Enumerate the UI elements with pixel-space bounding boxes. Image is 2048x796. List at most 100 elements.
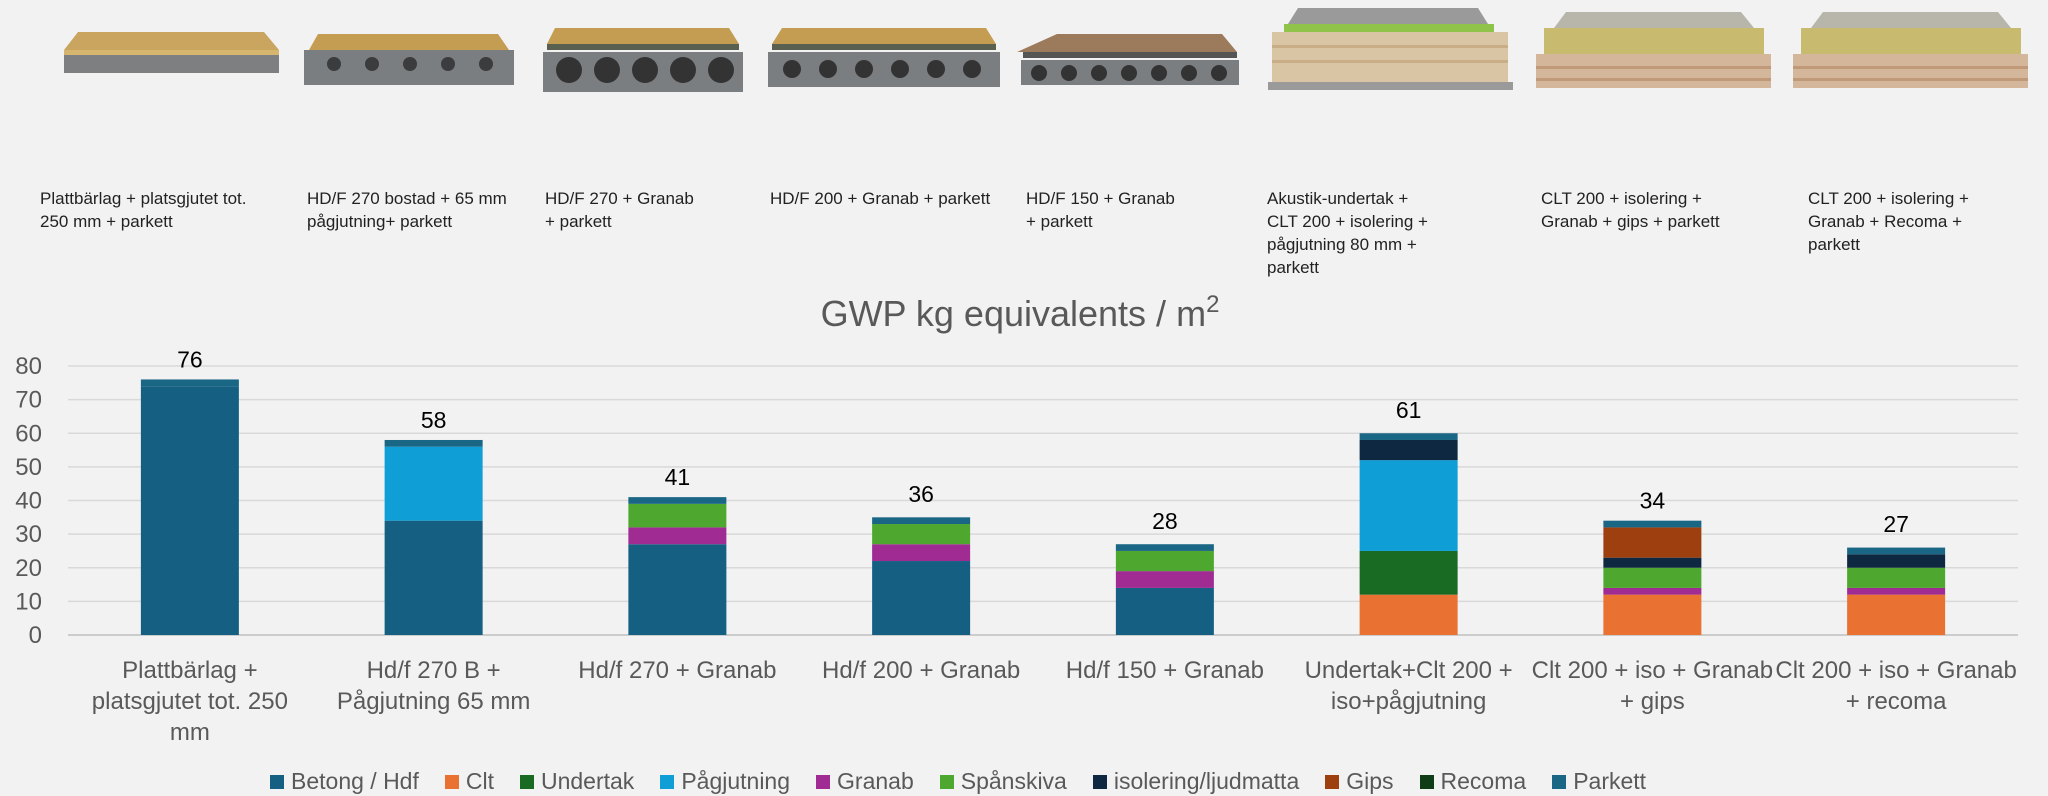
data-label: 76	[177, 346, 203, 372]
legend-item: Gips	[1325, 768, 1394, 795]
bar-segment	[1847, 547, 1946, 555]
y-tick-label: 0	[29, 622, 42, 649]
bar-segment	[1847, 594, 1946, 635]
caption-7: CLT 200 + isolering + Granab + gips + pa…	[1541, 189, 1720, 231]
legend-item: Spånskiva	[939, 768, 1067, 795]
bar-segment	[384, 446, 483, 521]
legend-item: Betong / Hdf	[270, 768, 419, 795]
y-tick-label: 70	[15, 387, 42, 414]
bar-segment	[1359, 460, 1458, 551]
legend-swatch	[816, 774, 831, 789]
caption-1: Plattbärlag + platsgjutet tot. 250 mm + …	[40, 189, 247, 231]
caption-2: HD/F 270 bostad + 65 mm pågjutning+ park…	[307, 189, 507, 231]
category-label: Clt 200 + iso + Granab + recoma	[1775, 657, 2016, 715]
bar-segment	[1115, 571, 1214, 588]
legend-label: Pågjutning	[681, 768, 791, 794]
legend-label: Recoma	[1440, 768, 1527, 794]
bar-segment	[1359, 594, 1458, 635]
y-tick-label: 20	[15, 555, 42, 582]
bar-segment	[140, 379, 239, 387]
bar-segment	[140, 386, 239, 635]
bar-segment	[1603, 520, 1702, 528]
bar-segment	[1603, 527, 1702, 558]
bar-segment	[1359, 550, 1458, 595]
bar-segment	[872, 561, 971, 635]
category-label: Hd/f 200 + Granab	[822, 657, 1020, 684]
data-label: 58	[421, 407, 447, 433]
category-label: Clt 200 + iso + Granab + gips	[1532, 657, 1773, 715]
category-label: Hd/f 150 + Granab	[1066, 657, 1264, 684]
category-label: Hd/f 270 B + Pågjutning 65 mm	[337, 657, 530, 715]
legend-item: Recoma	[1419, 768, 1527, 795]
bar-segment	[628, 527, 727, 545]
bar-segment	[872, 524, 971, 545]
legend-label: Parkett	[1573, 768, 1647, 794]
legend-item: Granab	[816, 768, 914, 795]
bar-segment	[628, 544, 727, 635]
y-tick-label: 40	[15, 488, 42, 515]
data-label: 27	[1883, 511, 1909, 537]
bar-segment	[1115, 544, 1214, 551]
bar-segment	[1603, 587, 1702, 595]
legend-swatch	[1325, 774, 1340, 789]
legend-item: Clt	[444, 768, 494, 795]
legend-swatch	[939, 774, 954, 789]
bar-segment	[1359, 439, 1458, 461]
data-label: 28	[1152, 508, 1178, 534]
data-label: 34	[1640, 488, 1666, 514]
legend-swatch	[1092, 774, 1107, 789]
gwp-chart: GWP kg equivalents / m2 0 10 20 30 40 50 60 70 80…	[15, 291, 2018, 746]
legend-item: isolering/ljudmatta	[1092, 768, 1300, 795]
bar-segment	[1603, 567, 1702, 588]
legend-item: Parkett	[1552, 768, 1646, 795]
bar-segment	[1847, 567, 1946, 588]
bar-segment	[872, 544, 971, 562]
bar-segment	[1847, 587, 1946, 595]
bar-segment	[1359, 433, 1458, 440]
caption-8: CLT 200 + isolering + Granab + Recoma + …	[1808, 189, 1969, 254]
legend-label: isolering/ljudmatta	[1113, 768, 1300, 794]
legend-item: Undertak	[519, 768, 635, 795]
caption-4: HD/F 200 + Granab + parkett	[770, 189, 991, 208]
chart-legend: Betong / Hdf Clt Undertak Pågjutning Granab S…	[270, 768, 1672, 795]
legend-label: Undertak	[540, 768, 635, 794]
legend-swatch	[270, 774, 284, 789]
y-tick-label: 10	[15, 588, 42, 615]
bar-segment	[384, 439, 483, 447]
category-label: Undertak+Clt 200 + iso+pågjutning	[1305, 657, 1513, 715]
bar-segment	[628, 497, 727, 504]
legend-swatch	[660, 774, 675, 789]
chart-title: GWP kg equivalents / m2	[821, 291, 1220, 334]
bar-segment	[1115, 550, 1214, 572]
legend-label: Granab	[837, 768, 914, 794]
data-label: 61	[1396, 397, 1422, 423]
bar-segment	[628, 503, 727, 528]
y-tick-label: 60	[15, 420, 42, 447]
legend-swatch	[519, 774, 534, 789]
category-label: Plattbärlag + platsgjutet tot. 250 mm	[92, 657, 288, 746]
data-label: 41	[665, 464, 691, 490]
bar-segment	[1847, 554, 1946, 568]
bar-segment	[872, 517, 971, 525]
bar-segment	[1603, 557, 1702, 568]
legend-item: Pågjutning	[660, 768, 790, 795]
legend-label: Clt	[465, 768, 494, 794]
caption-6: Akustik-undertak + CLT 200 + isolering +…	[1267, 189, 1428, 277]
bar-segment	[1603, 594, 1702, 635]
y-tick-label: 30	[15, 521, 42, 548]
data-label: 36	[908, 481, 934, 507]
y-tick-label: 50	[15, 454, 42, 481]
caption-5: HD/F 150 + Granab + parkett	[1026, 189, 1175, 231]
legend-label: Spånskiva	[960, 768, 1067, 794]
caption-3: HD/F 270 + Granab + parkett	[545, 189, 694, 231]
legend-swatch	[1419, 774, 1434, 789]
legend-label: Gips	[1346, 768, 1394, 794]
floor-thumbnails: Plattbärlag + platsgjutet tot. 250 mm + …	[0, 0, 2048, 290]
legend-swatch	[444, 774, 459, 789]
bar-segment	[384, 520, 483, 635]
legend-swatch	[1552, 774, 1567, 789]
y-tick-label: 80	[15, 353, 42, 380]
category-label: Hd/f 270 + Granab	[578, 657, 776, 684]
bar-segment	[1115, 587, 1214, 635]
legend-label: Betong / Hdf	[291, 768, 419, 794]
